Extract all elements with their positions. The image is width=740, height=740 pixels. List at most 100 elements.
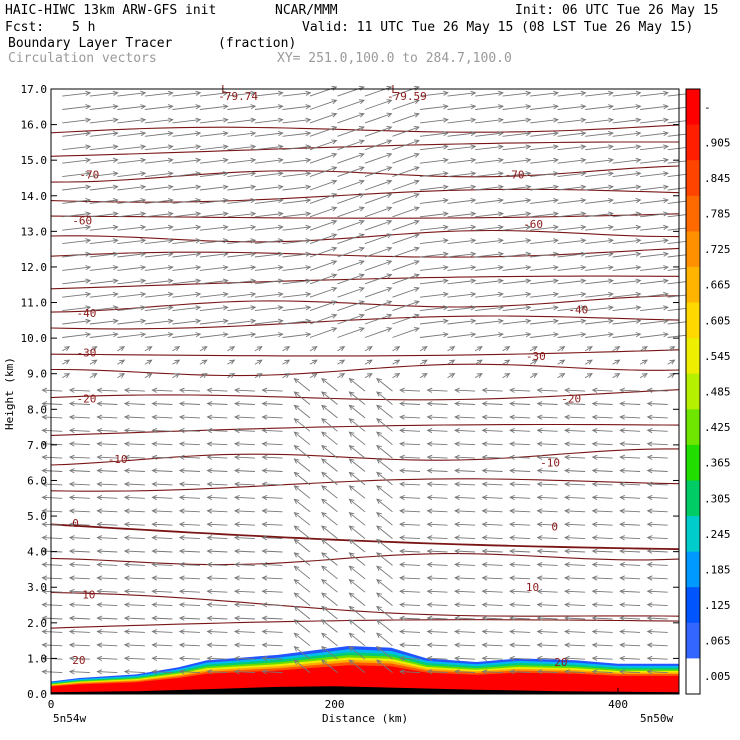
vector-arrow	[510, 456, 531, 459]
colorbar-swatch	[686, 409, 700, 446]
vector-arrow	[427, 470, 448, 472]
vector-arrowhead	[233, 575, 240, 581]
vector-arrowhead	[454, 468, 460, 474]
vector-arrowhead	[178, 401, 185, 407]
vector-arrowhead	[525, 117, 532, 123]
vector-arrowhead	[470, 184, 477, 190]
vector-arrowhead	[663, 318, 669, 324]
vector-arrow	[62, 333, 91, 338]
vector-arrowhead	[201, 346, 208, 352]
vector-arrowhead	[497, 305, 504, 311]
colorbar-swatch	[686, 124, 700, 161]
vector-arrowhead	[261, 655, 268, 661]
vector-arrowhead	[277, 305, 284, 311]
vector-arrow	[179, 470, 200, 472]
vector-arrow	[349, 592, 366, 606]
vector-arrowhead	[591, 588, 598, 594]
vector-arrow	[364, 274, 392, 285]
vector-arrow	[400, 523, 421, 526]
vector-arrow	[282, 172, 311, 178]
vector-arrowhead	[413, 246, 420, 252]
vector-arrow	[474, 373, 483, 379]
vector-arrowhead	[358, 300, 365, 306]
vector-arrowhead	[580, 332, 587, 338]
vector-arrowhead	[553, 224, 559, 230]
vector-arrowhead	[358, 193, 365, 199]
vector-arrow	[207, 510, 228, 513]
vector-arrowhead	[140, 305, 147, 311]
vector-arrow	[124, 617, 145, 620]
vector-arrow	[592, 590, 613, 593]
vector-arrow	[321, 485, 338, 499]
vector-arrowhead	[167, 265, 174, 271]
vector-arrowhead	[536, 561, 543, 568]
vector-arrow	[455, 389, 476, 392]
vector-arrow	[647, 577, 668, 580]
vector-arrow	[640, 159, 668, 164]
vector-arrowhead	[413, 273, 420, 279]
vector-arrow	[400, 456, 421, 459]
vector-arrowhead	[222, 144, 229, 150]
vector-arrow	[455, 590, 476, 593]
vector-arrow	[447, 213, 476, 218]
vector-arrow	[419, 186, 448, 191]
vector-arrow	[427, 657, 448, 660]
vector-arrow	[612, 280, 641, 285]
vector-arrow	[262, 630, 283, 633]
vector-arrow	[447, 105, 476, 110]
vector-arrow	[400, 443, 421, 446]
vector-arrowhead	[553, 305, 559, 311]
vector-arrow	[294, 619, 311, 633]
vector-arrowhead	[112, 90, 119, 96]
vector-arrow	[565, 456, 586, 459]
vector-arrow	[585, 226, 613, 231]
vector-arrowhead	[399, 615, 405, 621]
vector-arrow	[530, 306, 558, 312]
vector-arrowhead	[564, 414, 570, 420]
vector-arrow	[620, 644, 641, 647]
vector-arrowhead	[233, 669, 240, 675]
vector-arrowhead	[497, 318, 504, 324]
vector-arrow	[62, 226, 91, 231]
vector-arrow	[530, 199, 558, 204]
vector-arrowhead	[426, 602, 433, 608]
vector-arrow	[207, 429, 228, 432]
vector-arrowhead	[233, 629, 240, 635]
vector-arrowhead	[449, 373, 456, 378]
vector-arrow	[172, 293, 201, 298]
vector-arrowhead	[277, 332, 284, 338]
vector-arrowhead	[399, 454, 405, 460]
vector-arrow	[557, 132, 586, 137]
vector-arrowhead	[123, 441, 130, 447]
vector-arrowhead	[531, 359, 538, 365]
vector-arrow	[207, 604, 228, 607]
vector-arrow	[234, 456, 255, 459]
vector-arrowhead	[591, 441, 598, 447]
vector-arrow	[294, 485, 311, 499]
vector-arrow	[620, 483, 641, 486]
vector-arrowhead	[454, 427, 460, 434]
vector-arrowhead	[646, 454, 653, 460]
vector-arrowhead	[277, 90, 284, 96]
vector-arrowhead	[442, 251, 449, 257]
vector-arrowhead	[331, 166, 338, 172]
vector-arrowhead	[376, 646, 382, 652]
vector-arrow	[447, 199, 476, 204]
vector-arrowhead	[123, 494, 130, 501]
vector-arrowhead	[233, 401, 240, 407]
vector-arrowhead	[394, 373, 401, 378]
vector-arrowhead	[663, 332, 669, 338]
vector-arrow	[172, 280, 201, 285]
vector-arrow	[97, 671, 118, 674]
vector-arrow	[89, 359, 97, 365]
vector-arrow	[254, 373, 263, 379]
vector-arrow	[392, 193, 420, 204]
vector-arrowhead	[41, 468, 48, 474]
vector-arrowhead	[635, 171, 642, 177]
vector-arrow	[254, 266, 283, 271]
vector-arrow	[400, 630, 421, 633]
vector-arrowhead	[580, 117, 587, 123]
vector-arrowhead	[233, 508, 240, 514]
vector-arrowhead	[178, 669, 185, 675]
isotherm-line	[50, 124, 680, 134]
